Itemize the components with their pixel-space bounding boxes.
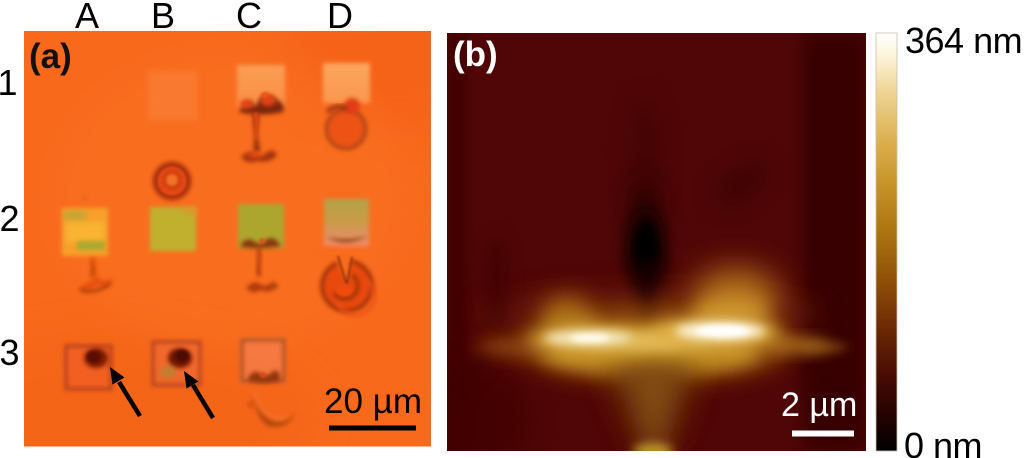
svg-text:(a): (a) [29,37,72,76]
svg-text:0 nm: 0 nm [904,425,982,458]
svg-text:A: A [75,0,99,36]
svg-text:2: 2 [0,198,20,239]
svg-text:3: 3 [0,332,20,373]
svg-text:D: D [327,0,353,36]
svg-text:364 nm: 364 nm [905,20,1022,61]
svg-text:2 µm: 2 µm [781,386,857,424]
svg-text:1: 1 [0,62,18,103]
svg-text:(b): (b) [453,35,498,74]
svg-text:B: B [151,0,175,36]
svg-text:C: C [236,0,262,36]
svg-text:20 µm: 20 µm [324,382,422,421]
